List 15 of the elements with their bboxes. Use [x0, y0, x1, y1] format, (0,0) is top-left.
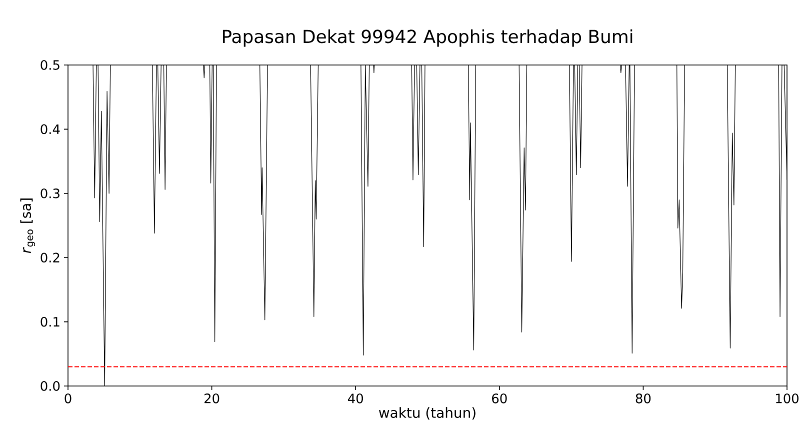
y-tick-label: 0.2: [40, 252, 60, 263]
x-tick-label: 80: [636, 394, 651, 404]
y-tick-label: 0.0: [40, 381, 60, 391]
x-tick-label: 0: [64, 394, 72, 404]
x-tick-label: 20: [204, 394, 220, 404]
y-tick-label: 0.4: [40, 124, 60, 134]
x-tick-label: 60: [492, 394, 507, 404]
y-tick-label: 0.3: [40, 188, 60, 198]
y-tick-label: 0.5: [40, 60, 60, 70]
y-axis-title: r$_{geo}$ [sa]: [20, 198, 36, 254]
x-tick-label: 100: [776, 394, 798, 404]
x-axis-title: waktu (tahun): [378, 407, 476, 420]
x-tick-label: 40: [348, 394, 363, 404]
y-tick-label: 0.1: [40, 316, 60, 327]
chart-title: Papasan Dekat 99942 Apophis terhadap Bumi: [222, 29, 632, 47]
